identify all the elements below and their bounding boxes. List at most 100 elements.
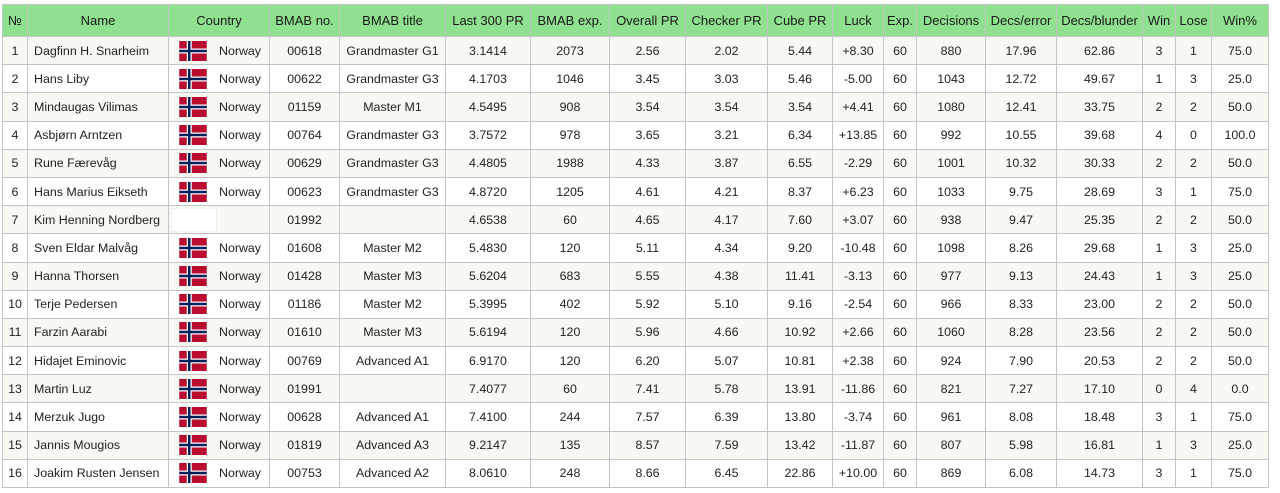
bmab-title-cell [339, 374, 446, 404]
decs-error-cell: 5.98 [985, 430, 1057, 460]
exp-cell: 60 [883, 205, 917, 235]
table-row[interactable]: 2 Hans Liby Norway 00622 Grandmaster G3 4.170… [2, 64, 1269, 94]
col-header-bmab-no[interactable]: BMAB no. [269, 4, 340, 37]
table-row[interactable]: 11 Farzin Aarabi Norway 01610 Master M3 5.619… [2, 317, 1269, 348]
decisions-cell: 1098 [916, 233, 986, 263]
decs-error-cell: 6.08 [985, 458, 1057, 489]
norway-flag-icon [179, 96, 207, 117]
rank-cell: 3 [2, 92, 28, 122]
bmab-title-cell: Master M2 [339, 289, 446, 319]
table-row[interactable]: 5 Rune Færevåg Norway 00629 Grandmaster G3 4.… [2, 148, 1269, 178]
country-label: Norway [219, 128, 261, 143]
col-header-decs-error[interactable]: Decs/error [985, 4, 1057, 37]
decs-blunder-cell: 18.48 [1056, 402, 1143, 432]
luck-cell: -5.00 [832, 64, 884, 94]
table-row[interactable]: 7 Kim Henning Nordberg 01992 4.6538 60 4.65 4.… [2, 205, 1269, 235]
luck-cell: +8.30 [832, 35, 884, 66]
col-header-overall-pr[interactable]: Overall PR [609, 4, 686, 37]
table-row[interactable]: 8 Sven Eldar Malvåg Norway 01608 Master M2 5.… [2, 233, 1269, 263]
table-row[interactable]: 14 Merzuk Jugo Norway 00628 Advanced A1 7.410… [2, 402, 1269, 432]
table-row[interactable]: 3 Mindaugas Vilimas Norway 01159 Master M1 4.… [2, 92, 1269, 122]
col-header-cube-pr[interactable]: Cube PR [767, 4, 833, 37]
decs-error-cell: 7.27 [985, 374, 1057, 404]
col-header-bmab-exp[interactable]: BMAB exp. [530, 4, 610, 37]
col-header-decs-blunder[interactable]: Decs/blunder [1056, 4, 1143, 37]
col-header-last300-pr[interactable]: Last 300 PR [445, 4, 531, 37]
decs-blunder-cell: 49.67 [1056, 64, 1143, 94]
standings-table: № Name Country BMAB no. BMAB title Last … [2, 4, 1269, 489]
col-header-rank[interactable]: № [2, 4, 28, 37]
last300-pr-cell: 7.4077 [445, 374, 531, 404]
bmab-exp-cell: 120 [530, 317, 610, 348]
country-label: Norway [219, 184, 261, 199]
decisions-cell: 821 [916, 374, 986, 404]
col-header-exp[interactable]: Exp. [883, 4, 917, 37]
table-row[interactable]: 4 Asbjørn Arntzen Norway 00764 Grandmaster G… [2, 120, 1269, 150]
luck-cell: -3.13 [832, 261, 884, 291]
rank-cell: 4 [2, 120, 28, 150]
lose-cell: 2 [1175, 289, 1212, 319]
country-cell: Norway [168, 346, 270, 376]
cube-pr-cell: 3.54 [767, 92, 833, 122]
decisions-cell: 1043 [916, 64, 986, 94]
table-row[interactable]: 1 Dagfinn H. Snarheim Norway 00618 Grandmast… [2, 35, 1269, 66]
col-header-name[interactable]: Name [27, 4, 169, 37]
luck-cell: -10.48 [832, 233, 884, 263]
exp-cell: 60 [883, 233, 917, 263]
rank-cell: 13 [2, 374, 28, 404]
win-pct-cell: 100.0 [1211, 120, 1269, 150]
bmab-no-cell: 01608 [269, 233, 340, 263]
player-name: Merzuk Jugo [27, 402, 169, 432]
col-header-country[interactable]: Country [168, 4, 270, 37]
norway-flag-icon [179, 463, 207, 484]
col-header-decisions[interactable]: Decisions [916, 4, 986, 37]
country-label: Norway [219, 43, 261, 58]
col-header-lose[interactable]: Lose [1175, 4, 1212, 37]
player-name: Farzin Aarabi [27, 317, 169, 348]
table-row[interactable]: 12 Hidajet Eminovic Norway 00769 Advanced A1… [2, 346, 1269, 376]
norway-flag-icon [179, 378, 207, 399]
country-cell [168, 205, 270, 235]
table-row[interactable]: 13 Martin Luz Norway 01991 7.4077 60 7.41 5.78 1… [2, 374, 1269, 404]
bmab-exp-cell: 908 [530, 92, 610, 122]
bmab-title-cell: Advanced A2 [339, 458, 446, 489]
table-row[interactable]: 9 Hanna Thorsen Norway 01428 Master M3 5.6204… [2, 261, 1269, 291]
table-row[interactable]: 6 Hans Marius Eikseth Norway 00623 Grandmast… [2, 176, 1269, 207]
col-header-checker-pr[interactable]: Checker PR [685, 4, 768, 37]
country-label: Norway [219, 410, 261, 425]
header-row: № Name Country BMAB no. BMAB title Last … [2, 4, 1269, 37]
decs-blunder-cell: 24.43 [1056, 261, 1143, 291]
table-row[interactable]: 15 Jannis Mougios Norway 01819 Advanced A3 9.… [2, 430, 1269, 460]
country-label: Norway [219, 71, 261, 86]
rank-cell: 16 [2, 458, 28, 489]
bmab-exp-cell: 1988 [530, 148, 610, 178]
col-header-win-pct[interactable]: Win% [1211, 4, 1269, 37]
table-row[interactable]: 16 Joakim Rusten Jensen Norway 00753 Advance… [2, 458, 1269, 489]
lose-cell: 0 [1175, 120, 1212, 150]
cube-pr-cell: 13.42 [767, 430, 833, 460]
bmab-exp-cell: 2073 [530, 35, 610, 66]
decs-error-cell: 17.96 [985, 35, 1057, 66]
cube-pr-cell: 22.86 [767, 458, 833, 489]
player-name: Martin Luz [27, 374, 169, 404]
table-row[interactable]: 10 Terje Pedersen Norway 01186 Master M2 5.39… [2, 289, 1269, 319]
bmab-title-cell: Grandmaster G3 [339, 148, 446, 178]
country-cell: Norway [168, 148, 270, 178]
col-header-luck[interactable]: Luck [832, 4, 884, 37]
cube-pr-cell: 9.16 [767, 289, 833, 319]
overall-pr-cell: 4.65 [609, 205, 686, 235]
win-cell: 2 [1142, 148, 1176, 178]
table-body: 1 Dagfinn H. Snarheim Norway 00618 Grandmast… [2, 35, 1269, 489]
exp-cell: 60 [883, 176, 917, 207]
exp-cell: 60 [883, 346, 917, 376]
col-header-win[interactable]: Win [1142, 4, 1176, 37]
player-name: Hans Marius Eikseth [27, 176, 169, 207]
player-name: Kim Henning Nordberg [27, 205, 169, 235]
checker-pr-cell: 4.21 [685, 176, 768, 207]
col-header-bmab-title[interactable]: BMAB title [339, 4, 446, 37]
decs-error-cell: 8.08 [985, 402, 1057, 432]
bmab-no-cell: 00769 [269, 346, 340, 376]
lose-cell: 3 [1175, 430, 1212, 460]
country-label: Norway [219, 297, 261, 312]
luck-cell: -3.74 [832, 402, 884, 432]
